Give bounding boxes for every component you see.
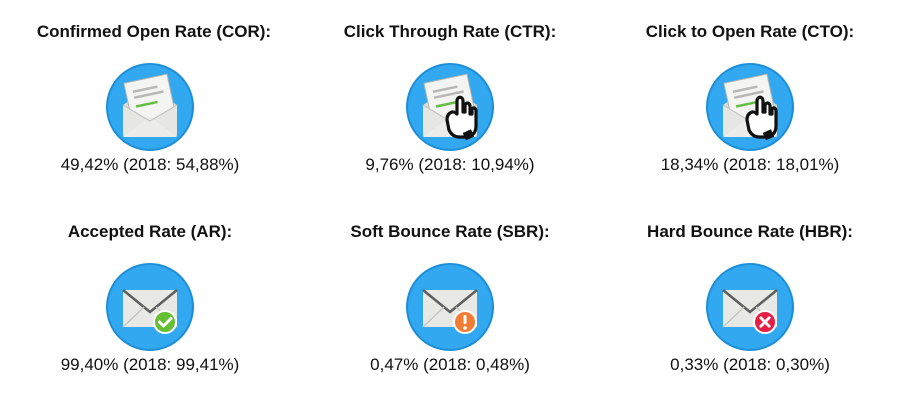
hard-bounce-rate-card: Hard Bounce Rate (HBR): 0,33% (2018: 0,3… (600, 222, 900, 412)
confirmed-open-rate-title: Confirmed Open Rate (COR): (36, 22, 272, 41)
click-through-rate-value: 9,76% (2018: 10,94%) (365, 155, 535, 174)
envelope-click-icon (405, 62, 495, 152)
click-to-open-rate-card: Click to Open Rate (CTO): 18,34% (2018 (600, 22, 900, 212)
accepted-rate-value: 99,40% (2018: 99,41%) (60, 355, 240, 374)
email-metrics-grid: Confirmed Open Rate (COR): 49,42% (2018:… (0, 22, 900, 374)
confirmed-open-rate-card: Confirmed Open Rate (COR): 49,42% (2018:… (0, 22, 300, 212)
envelope-click-icon (705, 62, 795, 152)
envelope-check-icon (105, 262, 195, 352)
envelope-warning-icon (405, 262, 495, 352)
hard-bounce-rate-value: 0,33% (2018: 0,30%) (670, 355, 830, 374)
soft-bounce-rate-title: Soft Bounce Rate (SBR): (350, 222, 550, 241)
soft-bounce-rate-value: 0,47% (2018: 0,48%) (370, 355, 530, 374)
confirmed-open-rate-value: 49,42% (2018: 54,88%) (60, 155, 240, 174)
click-through-rate-card: Click Through Rate (CTR): 9,76% (2018: (300, 22, 600, 212)
click-to-open-rate-title: Click to Open Rate (CTO): (645, 22, 855, 41)
click-through-rate-title: Click Through Rate (CTR): (343, 22, 557, 41)
soft-bounce-rate-card: Soft Bounce Rate (SBR): 0,47% (2018: 0,4… (300, 222, 600, 412)
envelope-error-icon (705, 262, 795, 352)
accepted-rate-title: Accepted Rate (AR): (67, 222, 233, 241)
accepted-rate-card: Accepted Rate (AR): 99,40% (2018: 99,41%… (0, 222, 300, 412)
click-to-open-rate-value: 18,34% (2018: 18,01%) (660, 155, 840, 174)
open-envelope-icon (105, 62, 195, 152)
hard-bounce-rate-title: Hard Bounce Rate (HBR): (647, 222, 853, 241)
